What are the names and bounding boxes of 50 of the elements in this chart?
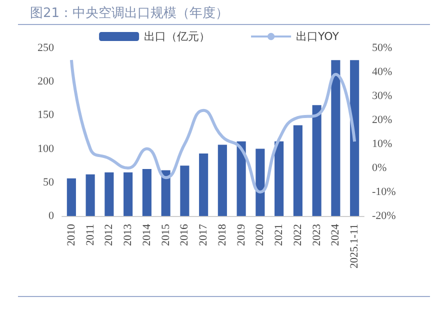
bar xyxy=(331,60,340,216)
y-tick-label: 250 xyxy=(38,42,54,54)
y2-tick-label: 30% xyxy=(372,90,392,102)
bar xyxy=(293,125,302,216)
legend-label: 出口（亿元） xyxy=(144,30,210,43)
bar xyxy=(350,60,360,216)
x-tick-label: 2015 xyxy=(160,224,172,246)
y2-tick-label: -10% xyxy=(372,186,396,198)
x-tick-label: 2022 xyxy=(292,224,304,246)
x-tick-label: 2011 xyxy=(84,224,96,246)
x-tick-label: 2021 xyxy=(273,224,286,246)
x-tick-label: 2013 xyxy=(122,224,134,246)
bar xyxy=(66,178,76,216)
y-tick-label: 0 xyxy=(48,210,54,222)
x-tick-label: 2018 xyxy=(216,224,228,246)
bar xyxy=(124,172,133,216)
y2-tick-label: 40% xyxy=(372,66,392,78)
x-tick-label: 2024 xyxy=(330,224,342,246)
bar xyxy=(236,141,246,216)
x-tick-label: 2025.1-11 xyxy=(348,224,361,269)
x-tick-label: 2019 xyxy=(235,224,248,246)
x-tick-label: 2017 xyxy=(198,224,210,246)
y2-tick-label: 10% xyxy=(372,138,392,150)
x-tick-label: 2014 xyxy=(140,224,153,246)
y2-tick-label: -20% xyxy=(372,210,396,222)
x-tick-label: 2010 xyxy=(65,224,78,246)
x-tick-label: 2012 xyxy=(103,224,116,246)
x-tick-label: 2016 xyxy=(178,224,191,246)
y2-tick-label: 20% xyxy=(372,114,392,126)
y-tick-label: 200 xyxy=(38,76,54,88)
bar xyxy=(274,141,284,216)
line-series xyxy=(70,58,356,194)
y-tick-label: 100 xyxy=(38,142,54,155)
bar xyxy=(199,154,208,216)
x-tick-label: 2020 xyxy=(254,224,266,246)
y2-tick-label: 50% xyxy=(372,42,392,54)
x-tick-label: 2023 xyxy=(310,224,323,246)
chart-title: 图21：中央空调出口规模（年度） xyxy=(30,5,229,22)
bar xyxy=(256,148,265,216)
bar xyxy=(86,174,95,216)
legend-label: 出口YOY xyxy=(296,30,340,43)
bar xyxy=(218,144,227,216)
y-tick-label: 50 xyxy=(43,176,54,188)
bar xyxy=(104,172,114,216)
bar xyxy=(161,170,170,216)
bar xyxy=(142,168,152,216)
bar xyxy=(312,105,322,216)
bar xyxy=(180,166,190,216)
y2-tick-label: 0% xyxy=(372,162,387,174)
y-tick-label: 150 xyxy=(38,109,54,122)
